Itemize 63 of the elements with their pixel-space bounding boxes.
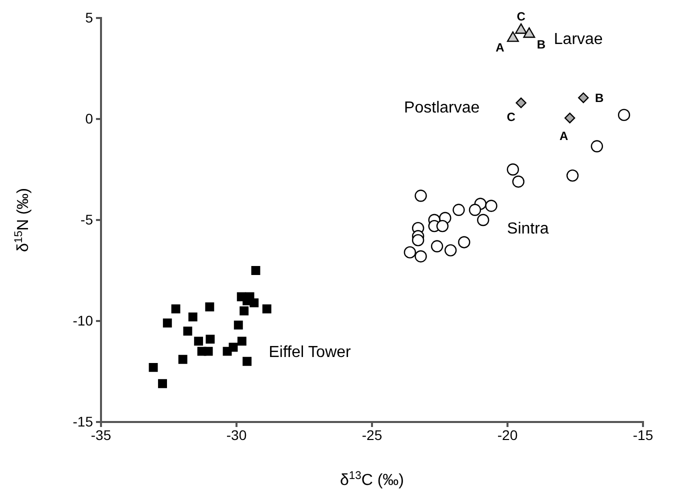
point <box>251 266 260 275</box>
y-tick-label: -5 <box>80 211 94 228</box>
annotation: C <box>516 9 526 24</box>
point <box>228 342 238 352</box>
series-label: Larvae <box>554 30 603 48</box>
y-tick-label: -10 <box>72 312 94 328</box>
point <box>566 169 579 182</box>
point <box>242 356 252 366</box>
point <box>564 112 576 124</box>
point <box>430 240 444 252</box>
text: Postlarvae <box>404 99 480 116</box>
point <box>412 234 424 246</box>
point <box>404 246 416 258</box>
point <box>512 176 524 188</box>
point <box>477 214 490 226</box>
point <box>515 23 528 34</box>
point <box>183 326 192 336</box>
point <box>148 362 158 372</box>
point <box>436 220 449 232</box>
series-label: Sintra <box>507 220 549 238</box>
annotation: C <box>506 110 516 124</box>
x-tick-label: -20 <box>497 426 518 443</box>
point <box>468 204 482 216</box>
point <box>205 302 214 312</box>
point <box>206 334 215 344</box>
series-label: Eiffel Tower <box>268 344 352 362</box>
annotation: A <box>559 129 568 144</box>
x-tick-label: -30 <box>226 426 247 443</box>
x-tick-label: -15 <box>632 426 654 443</box>
point <box>618 108 630 122</box>
x-tick-label: -25 <box>362 426 382 443</box>
point <box>444 244 457 256</box>
y-tick-label: 5 <box>85 9 94 26</box>
y-tick-label: 0 <box>85 110 94 126</box>
y-tick-label: -15 <box>72 413 94 430</box>
point <box>250 298 259 308</box>
annotation: B <box>595 90 604 105</box>
point <box>240 306 249 316</box>
annotation: A <box>496 40 505 54</box>
point <box>171 304 180 314</box>
point <box>234 320 243 330</box>
point <box>452 204 465 216</box>
point <box>188 312 198 322</box>
point <box>485 200 498 212</box>
point <box>178 354 188 364</box>
x-axis-title: δ$^{13}$C (‰) <box>340 470 404 489</box>
point <box>506 163 520 176</box>
point <box>237 336 246 346</box>
point <box>414 250 427 262</box>
point <box>590 140 604 152</box>
point <box>458 236 470 248</box>
point <box>516 97 526 108</box>
x-tick-label: -35 <box>90 426 112 443</box>
point <box>578 92 589 104</box>
point <box>523 27 536 38</box>
point <box>204 346 213 356</box>
point <box>506 31 519 42</box>
point <box>194 336 204 346</box>
annotation: B <box>536 37 546 52</box>
point <box>158 379 167 388</box>
point <box>162 318 172 328</box>
point <box>262 304 272 314</box>
point <box>414 190 427 202</box>
